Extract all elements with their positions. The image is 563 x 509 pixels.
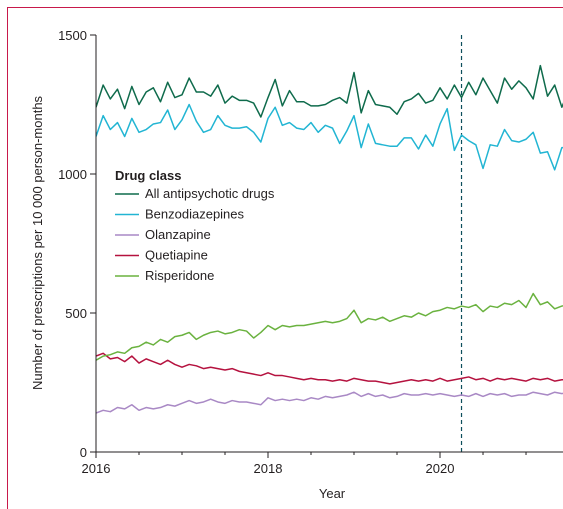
legend-label-quetiapine: Quetiapine [145,248,208,263]
series-line-quetiapine [96,352,563,385]
y-axis-title: Number of prescriptions per 10 000 perso… [30,95,45,390]
legend-label-all-antipsychotic-drugs: All antipsychotic drugs [145,186,275,201]
y-tick-label: 1000 [58,167,87,182]
x-tick-label: 2018 [254,461,283,476]
series-line-risperidone [96,292,563,361]
y-tick-label: 0 [80,445,87,460]
figure-border-line [7,7,563,509]
y-tick-label: 500 [65,306,87,321]
x-tick-label: 2020 [426,461,455,476]
legend: Drug class All antipsychotic drugs Benzod… [115,168,275,283]
legend-label-benzodiazepines: Benzodiazepines [145,207,245,222]
x-tick-label: 2016 [82,461,111,476]
x-axis: 2016 2018 2020 [82,451,563,476]
series-line-benzodiazepines [96,103,563,171]
legend-label-olanzapine: Olanzapine [145,227,211,242]
legend-label-risperidone: Risperidone [145,268,214,283]
plot-area [96,35,563,452]
y-axis: 0 500 1000 1500 [58,28,97,460]
legend-title: Drug class [115,168,181,183]
figure-border [7,7,563,509]
series-line-all-antipsychotic-drugs [96,64,563,118]
series-line-olanzapine [96,391,563,414]
y-tick-label: 1500 [58,28,87,43]
x-axis-title: Year [319,486,346,501]
